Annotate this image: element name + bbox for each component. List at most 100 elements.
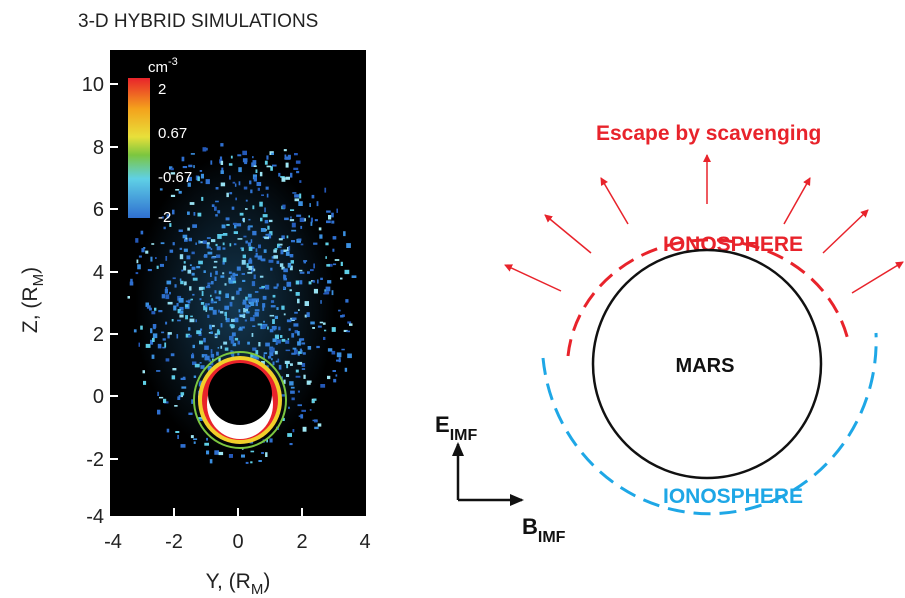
y-tick-label: 8 (93, 137, 104, 159)
density-speckle (266, 155, 269, 160)
density-speckle (314, 426, 319, 430)
escape-arrow-icon (544, 214, 592, 254)
density-speckle (283, 149, 287, 152)
density-speckle (316, 201, 319, 207)
density-speckle (284, 154, 287, 160)
field-axes (452, 442, 524, 506)
density-speckle (142, 370, 145, 374)
x-axis-label: Y, (RM) (206, 570, 271, 598)
density-speckle (344, 367, 348, 372)
ion-cloud-glow (135, 155, 335, 455)
y-tick-label: 0 (93, 386, 104, 408)
density-speckle (135, 238, 139, 243)
y-tick-label: 4 (93, 262, 104, 284)
density-speckle (193, 441, 196, 444)
density-speckle (331, 220, 335, 224)
density-speckle (170, 167, 174, 171)
density-speckle (320, 384, 326, 388)
density-speckle (327, 375, 331, 380)
density-speckle (261, 452, 264, 454)
mars-planet (591, 248, 823, 480)
colorbar (128, 78, 150, 218)
density-speckle (287, 433, 292, 437)
x-tick-label: 0 (232, 531, 243, 553)
y-tick-label: -2 (86, 449, 104, 471)
density-speckle (328, 215, 332, 220)
density-speckle (177, 434, 179, 439)
density-speckle (313, 398, 317, 401)
x-tick-label: 4 (359, 531, 370, 553)
density-speckle (143, 380, 147, 385)
density-speckle (258, 460, 262, 462)
density-speckle (284, 157, 289, 160)
density-speckle (271, 164, 277, 167)
density-speckle (343, 329, 348, 332)
density-speckle (170, 172, 176, 175)
escape-arrows (504, 154, 904, 294)
density-speckle (271, 152, 274, 155)
colorbar-unit: cm-3 (148, 56, 178, 76)
density-speckle (182, 166, 188, 169)
escape-arrow-icon (504, 264, 562, 292)
y-tick-label: 10 (82, 74, 104, 96)
y-axis-ticks (110, 83, 118, 460)
density-speckle (292, 429, 295, 433)
density-speckle (130, 278, 133, 284)
density-speckle (331, 327, 336, 332)
density-speckle (206, 147, 208, 151)
density-speckle (190, 153, 195, 155)
x-tick-label: 2 (296, 531, 307, 553)
density-speckle (157, 409, 161, 415)
density-speckle (309, 409, 312, 411)
density-speckle (317, 423, 322, 427)
escape-arrow-icon (851, 261, 904, 294)
density-speckle (324, 187, 327, 193)
y-axis-label: Z, (RM) (19, 267, 47, 333)
density-speckle (202, 147, 207, 152)
density-speckle (293, 167, 299, 170)
colorbar-label: -0.67 (158, 169, 192, 186)
density-speckle (188, 164, 193, 168)
density-speckle (336, 359, 341, 362)
x-tick-label: -2 (165, 531, 183, 553)
density-speckle (296, 170, 300, 174)
density-speckle (166, 428, 170, 433)
density-speckle (302, 426, 307, 432)
density-speckle (311, 400, 314, 404)
escape-label: Escape by scavenging (596, 122, 821, 145)
density-speckle (334, 259, 340, 261)
escape-arrow-icon (600, 177, 629, 225)
density-speckle (295, 160, 301, 164)
density-speckle (326, 210, 331, 213)
density-speckle (209, 459, 213, 464)
colorbar-label: 2 (158, 81, 166, 98)
density-speckle (325, 242, 329, 246)
density-speckle (332, 248, 335, 252)
density-speckle (299, 180, 302, 183)
density-speckle (127, 296, 130, 299)
density-speckle (193, 165, 195, 169)
density-speckle (314, 420, 317, 423)
density-speckle (245, 461, 249, 464)
density-speckle (347, 321, 352, 324)
density-speckle (349, 323, 353, 326)
density-speckle (135, 272, 139, 275)
density-speckle (345, 299, 349, 303)
density-speckle (311, 194, 315, 199)
panel-title: 3-D HYBRID SIMULATIONS (78, 11, 318, 32)
density-speckle (169, 166, 173, 170)
density-speckle (331, 212, 334, 218)
density-speckle (333, 263, 337, 266)
x-tick-label: -4 (104, 531, 122, 553)
density-speckle (290, 172, 293, 178)
density-speckle (294, 153, 298, 156)
colorbar-label: 0.67 (158, 125, 187, 142)
density-speckle (336, 208, 338, 213)
density-speckle (129, 281, 134, 286)
density-speckle (206, 450, 210, 455)
density-speckle (136, 259, 139, 264)
y-tick-label: 6 (93, 199, 104, 221)
density-speckle (343, 231, 346, 237)
density-speckle (242, 150, 247, 156)
colorbar-label: -2 (158, 209, 171, 226)
